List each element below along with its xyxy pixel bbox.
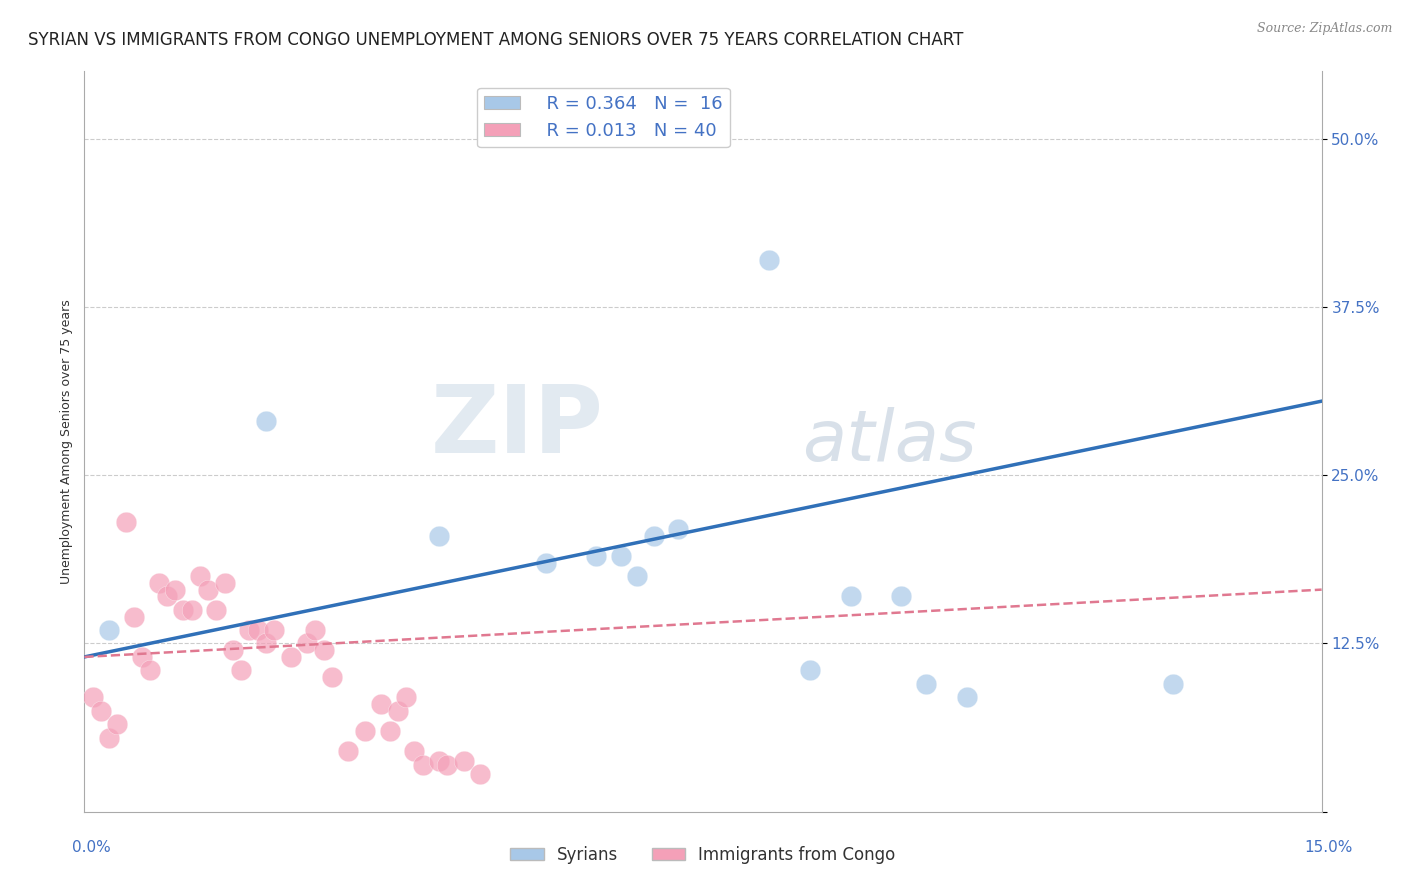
Point: [470, 767, 492, 781]
Point: [427, 529, 450, 543]
Text: ZIP: ZIP: [432, 381, 605, 473]
Point: [914, 677, 936, 691]
Point: [229, 664, 252, 678]
Point: [148, 575, 170, 590]
Point: [312, 643, 335, 657]
Point: [585, 549, 607, 563]
Point: [395, 690, 418, 705]
Point: [956, 690, 979, 705]
Point: [98, 731, 121, 745]
Point: [238, 623, 260, 637]
Point: [536, 556, 558, 570]
Point: [82, 690, 104, 705]
Legend: Syrians, Immigrants from Congo: Syrians, Immigrants from Congo: [503, 839, 903, 871]
Point: [799, 664, 821, 678]
Point: [263, 623, 285, 637]
Point: [105, 717, 128, 731]
Text: Source: ZipAtlas.com: Source: ZipAtlas.com: [1257, 22, 1392, 36]
Point: [758, 252, 780, 267]
Point: [90, 704, 112, 718]
Point: [626, 569, 648, 583]
Point: [172, 603, 194, 617]
Point: [254, 414, 277, 428]
Point: [666, 522, 689, 536]
Point: [114, 516, 136, 530]
Point: [370, 697, 392, 711]
Point: [197, 582, 219, 597]
Point: [378, 723, 401, 738]
Text: 15.0%: 15.0%: [1305, 840, 1353, 855]
Point: [180, 603, 202, 617]
Legend:   R = 0.364   N =  16,   R = 0.013   N = 40: R = 0.364 N = 16, R = 0.013 N = 40: [477, 87, 730, 147]
Point: [337, 744, 360, 758]
Y-axis label: Unemployment Among Seniors over 75 years: Unemployment Among Seniors over 75 years: [60, 299, 73, 584]
Point: [304, 623, 326, 637]
Text: atlas: atlas: [801, 407, 977, 476]
Point: [295, 636, 318, 650]
Point: [214, 575, 236, 590]
Point: [254, 636, 277, 650]
Point: [404, 744, 426, 758]
Point: [205, 603, 228, 617]
Point: [841, 590, 863, 604]
Point: [453, 754, 475, 768]
Text: SYRIAN VS IMMIGRANTS FROM CONGO UNEMPLOYMENT AMONG SENIORS OVER 75 YEARS CORRELA: SYRIAN VS IMMIGRANTS FROM CONGO UNEMPLOY…: [28, 31, 963, 49]
Point: [412, 757, 434, 772]
Point: [222, 643, 245, 657]
Point: [156, 590, 179, 604]
Text: 0.0%: 0.0%: [72, 840, 111, 855]
Point: [1161, 677, 1184, 691]
Point: [436, 757, 458, 772]
Point: [188, 569, 211, 583]
Point: [131, 649, 153, 664]
Point: [427, 754, 450, 768]
Point: [890, 590, 912, 604]
Point: [609, 549, 631, 563]
Point: [139, 664, 162, 678]
Point: [353, 723, 375, 738]
Point: [643, 529, 665, 543]
Point: [98, 623, 121, 637]
Point: [165, 582, 187, 597]
Point: [122, 609, 145, 624]
Point: [321, 670, 343, 684]
Point: [246, 623, 269, 637]
Point: [280, 649, 302, 664]
Point: [387, 704, 409, 718]
